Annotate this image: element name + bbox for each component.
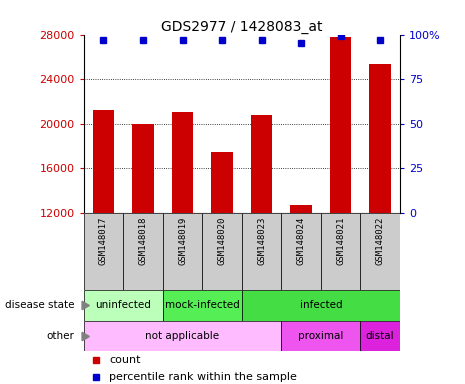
Text: other: other xyxy=(46,331,74,341)
Bar xyxy=(290,205,312,347)
Text: GSM148017: GSM148017 xyxy=(99,216,108,265)
Text: not applicable: not applicable xyxy=(146,331,219,341)
Bar xyxy=(123,213,163,290)
Bar xyxy=(202,213,242,290)
Bar xyxy=(360,321,400,351)
Text: infected: infected xyxy=(299,300,342,310)
Bar xyxy=(211,152,233,347)
Bar xyxy=(242,290,400,321)
Text: GSM148023: GSM148023 xyxy=(257,216,266,265)
Bar xyxy=(281,213,321,290)
Text: GSM148020: GSM148020 xyxy=(218,216,226,265)
Bar xyxy=(251,115,272,347)
Text: GSM148024: GSM148024 xyxy=(297,216,306,265)
Bar xyxy=(84,290,163,321)
Bar xyxy=(321,213,360,290)
Bar xyxy=(172,112,193,347)
Bar xyxy=(93,111,114,347)
Text: GSM148018: GSM148018 xyxy=(139,216,147,265)
Title: GDS2977 / 1428083_at: GDS2977 / 1428083_at xyxy=(161,20,323,33)
Bar xyxy=(163,213,202,290)
Bar xyxy=(132,124,154,347)
Text: percentile rank within the sample: percentile rank within the sample xyxy=(109,372,297,382)
Text: GSM148022: GSM148022 xyxy=(376,216,385,265)
Bar xyxy=(281,321,360,351)
Text: proximal: proximal xyxy=(298,331,344,341)
Text: count: count xyxy=(109,355,140,365)
Bar xyxy=(360,213,400,290)
Bar xyxy=(84,321,281,351)
Text: GSM148019: GSM148019 xyxy=(178,216,187,265)
Bar xyxy=(163,290,242,321)
Text: mock-infected: mock-infected xyxy=(165,300,239,310)
Bar xyxy=(369,64,391,347)
Text: uninfected: uninfected xyxy=(95,300,151,310)
Text: disease state: disease state xyxy=(5,300,74,310)
Text: GSM148021: GSM148021 xyxy=(336,216,345,265)
Bar xyxy=(84,213,123,290)
Text: distal: distal xyxy=(366,331,394,341)
Bar xyxy=(330,37,352,347)
Bar xyxy=(242,213,281,290)
